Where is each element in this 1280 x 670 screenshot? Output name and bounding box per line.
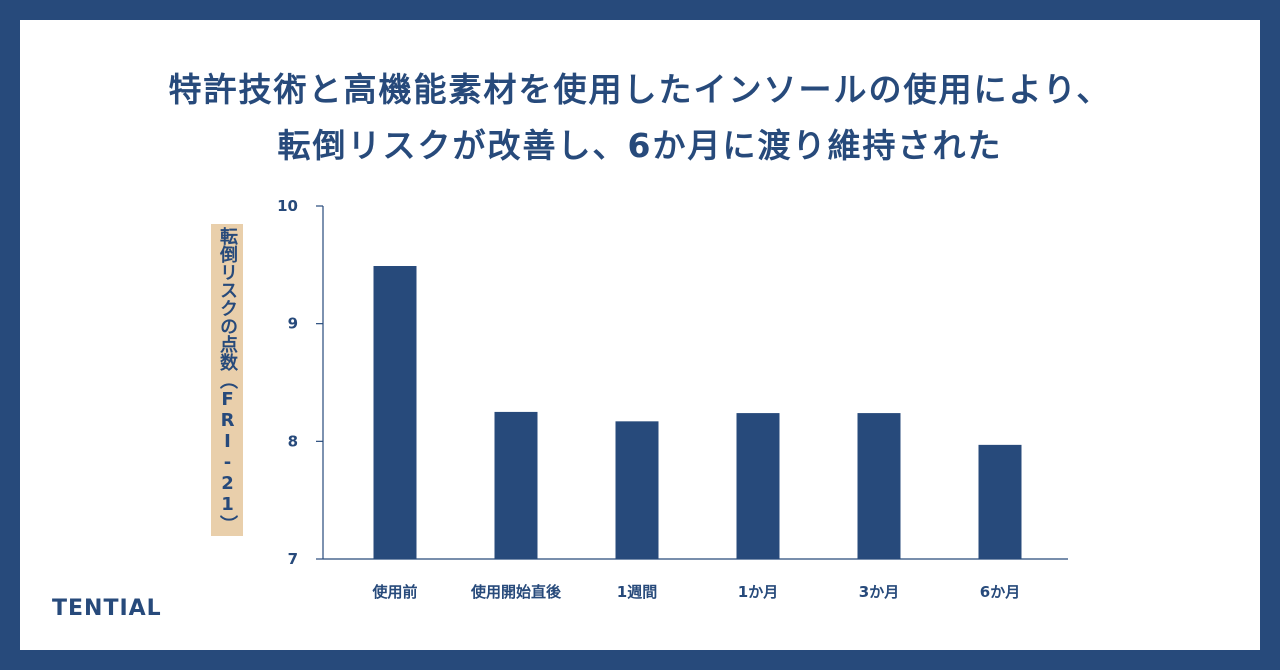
x-tick-label: 6か月 (980, 583, 1020, 601)
title-line-1: 特許技術と高機能素材を使用したインソールの使用により、 (168, 70, 1112, 109)
bar (494, 411, 538, 559)
bar (615, 421, 659, 559)
y-axis-label: 転倒リスクの点数（FRI-21） (211, 224, 243, 536)
y-tick-label: 10 (277, 197, 298, 215)
bar (857, 413, 901, 559)
y-tick-label: 7 (288, 550, 298, 568)
x-tick-label: 1か月 (738, 583, 778, 601)
x-tick-label: 使用前 (371, 583, 417, 601)
bars (373, 266, 1022, 559)
brand-logo: TENTIAL (52, 596, 162, 621)
bar (736, 413, 780, 559)
x-tick-label: 1週間 (617, 583, 657, 601)
y-tick-label: 8 (288, 432, 298, 450)
bar (978, 444, 1022, 559)
tick-labels: 7 8 9 10 使用前 使用開始直後 1週間 1か月 3か月 6か月 (277, 197, 1020, 601)
chart-title: 特許技術と高機能素材を使用したインソールの使用により、 転倒リスクが改善し、6か… (0, 62, 1280, 174)
x-tick-label: 使用開始直後 (470, 583, 562, 601)
y-tick-label: 9 (288, 315, 298, 333)
x-tick-label: 3か月 (859, 583, 899, 601)
bar (373, 266, 417, 559)
axes (316, 205, 1068, 560)
title-line-2: 転倒リスクが改善し、6か月に渡り維持された (277, 126, 1003, 165)
